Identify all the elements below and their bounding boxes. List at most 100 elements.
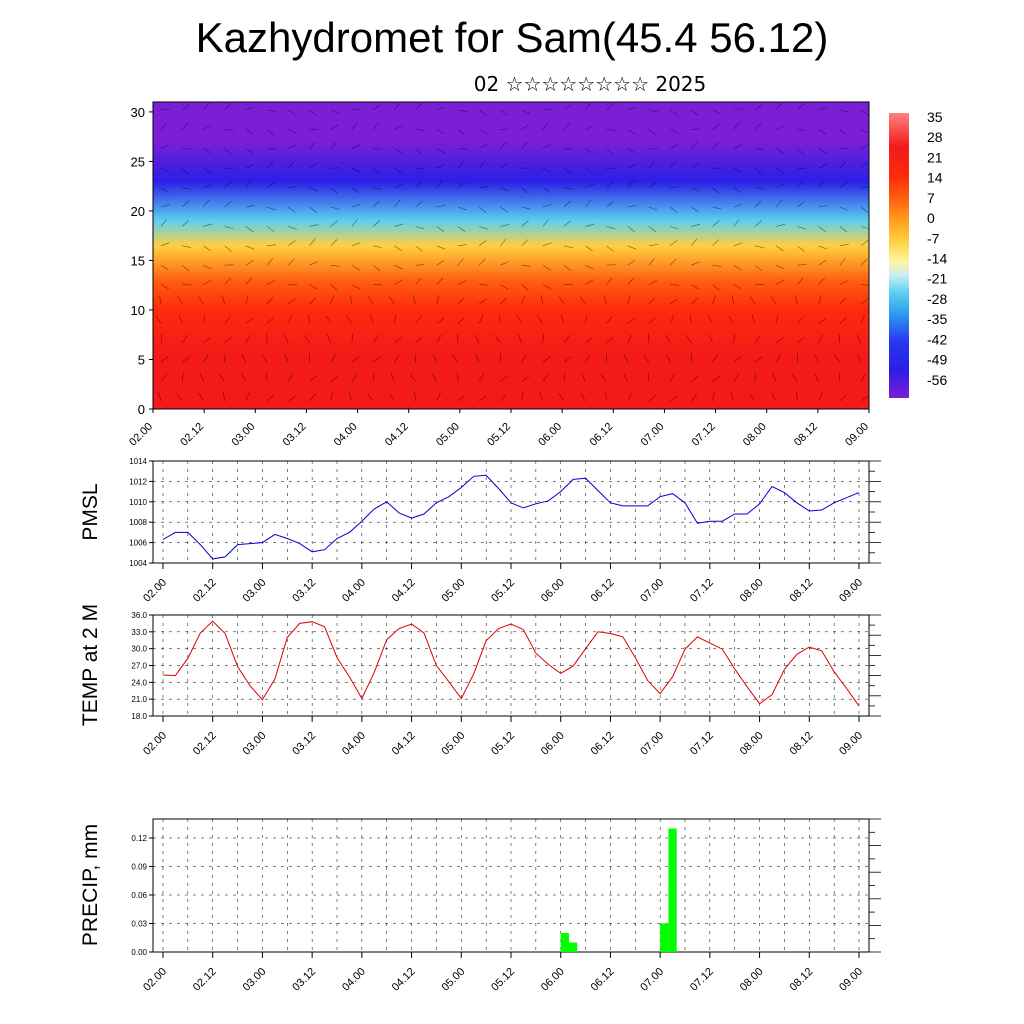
colorbar-label: -14 — [927, 251, 947, 267]
x-tick-label: 09.00 — [837, 966, 865, 994]
chart-subtitle: 02 ☆☆☆☆☆☆☆☆ 2025 — [473, 72, 707, 96]
x-tick-label: 03.12 — [290, 730, 318, 758]
y-tick-label: 24.0 — [131, 678, 147, 687]
x-tick-label: 09.00 — [837, 577, 865, 605]
x-tick-label: 06.00 — [539, 577, 567, 605]
x-tick-label: 02.00 — [141, 577, 169, 605]
x-tick-label: 08.12 — [787, 730, 815, 758]
bar-panel: 0.00 0.03 0.06 0.09 0.12 02.00 02.12 03.00 03.12… — [79, 818, 881, 994]
x-tick-label: 06.12 — [589, 577, 617, 605]
x-tick-label: 02.12 — [178, 421, 206, 449]
x-tick-label: 04.00 — [340, 577, 368, 605]
y-tick-label: 30 — [131, 105, 145, 120]
x-tick-label: 05.12 — [489, 966, 517, 994]
colorbar-label: -56 — [927, 372, 947, 388]
x-tick-label: 03.00 — [241, 730, 269, 758]
x-tick-label: 08.00 — [738, 730, 766, 758]
x-tick-label: 06.12 — [589, 730, 617, 758]
x-tick-label: 08.00 — [738, 966, 766, 994]
y-tick-label: 27.0 — [131, 662, 147, 671]
chart-title: Kazhydromet for Sam(45.4 56.12) — [195, 14, 829, 61]
x-tick-label: 04.12 — [383, 421, 411, 449]
y-tick-label: 33.0 — [131, 628, 147, 637]
y-tick-label: 0.12 — [131, 834, 147, 843]
y-tick-label: 20 — [131, 204, 145, 219]
x-tick-label: 02.12 — [191, 730, 219, 758]
y-tick-label: 0 — [138, 402, 145, 417]
y-axis-label: PMSL — [79, 483, 102, 540]
x-tick-label: 04.00 — [340, 966, 368, 994]
line-panel: 1004 1006 1008 1010 1012 1014 02.00 02.12 03.00 0… — [79, 457, 881, 605]
x-tick-label: 04.12 — [390, 730, 418, 758]
y-tick-label: 0.06 — [131, 891, 147, 900]
x-tick-label: 02.00 — [141, 966, 169, 994]
colorbar-label: 35 — [927, 109, 943, 125]
x-tick-label: 08.12 — [787, 577, 815, 605]
x-tick-label: 05.00 — [439, 730, 467, 758]
colorbar — [889, 113, 909, 398]
x-tick-label: 07.00 — [639, 421, 667, 449]
precip-bar — [569, 942, 578, 952]
heatmap-field — [153, 102, 869, 409]
precip-bar — [560, 933, 569, 952]
colorbar-label: -49 — [927, 352, 947, 368]
y-tick-label: 25 — [131, 154, 145, 169]
x-tick-label: 04.12 — [390, 966, 418, 994]
x-tick-label: 06.00 — [539, 966, 567, 994]
x-tick-label: 05.00 — [439, 577, 467, 605]
y-tick-label: 1010 — [129, 498, 147, 507]
x-tick-label: 04.00 — [332, 421, 360, 449]
x-tick-label: 03.12 — [281, 421, 309, 449]
x-tick-label: 07.00 — [638, 730, 666, 758]
x-tick-label: 06.00 — [536, 421, 564, 449]
colorbar-label: 21 — [927, 149, 943, 165]
y-tick-label: 0.09 — [131, 863, 147, 872]
x-tick-label: 07.12 — [690, 421, 718, 449]
x-tick-label: 08.00 — [738, 577, 766, 605]
y-tick-label: 0.00 — [131, 948, 147, 957]
colorbar-label: 0 — [927, 210, 935, 226]
colorbar-label: -28 — [927, 291, 947, 307]
colorbar-label: -35 — [927, 311, 947, 327]
x-tick-label: 09.00 — [843, 421, 871, 449]
x-tick-label: 02.12 — [191, 577, 219, 605]
x-tick-label: 07.12 — [688, 730, 716, 758]
precip-bar — [660, 923, 669, 952]
colorbar-label: 14 — [927, 170, 943, 186]
x-tick-label: 04.00 — [340, 730, 368, 758]
colorbar-label: -21 — [927, 271, 947, 287]
y-tick-label: 1014 — [129, 457, 147, 466]
x-tick-label: 02.00 — [141, 730, 169, 758]
precip-bar — [668, 828, 677, 952]
colorbar-label: -42 — [927, 331, 947, 347]
x-tick-label: 05.12 — [489, 730, 517, 758]
x-tick-label: 03.00 — [241, 577, 269, 605]
x-tick-label: 03.12 — [290, 577, 318, 605]
series-line — [162, 620, 860, 707]
y-tick-label: 1008 — [129, 518, 147, 527]
x-tick-label: 05.00 — [434, 421, 462, 449]
x-tick-label: 07.12 — [688, 577, 716, 605]
colorbar-label: 28 — [927, 129, 943, 145]
x-tick-label: 09.00 — [837, 730, 865, 758]
y-tick-label: 15 — [131, 253, 145, 268]
x-tick-label: 08.00 — [741, 421, 769, 449]
x-tick-label: 05.12 — [485, 421, 513, 449]
x-tick-label: 03.00 — [241, 966, 269, 994]
x-tick-label: 03.00 — [229, 421, 257, 449]
x-tick-label: 08.12 — [792, 421, 820, 449]
colorbar-label: 7 — [927, 190, 935, 206]
x-tick-label: 04.12 — [390, 577, 418, 605]
x-tick-label: 07.00 — [638, 966, 666, 994]
x-tick-label: 05.12 — [489, 577, 517, 605]
y-tick-label: 0.03 — [131, 920, 147, 929]
x-tick-label: 03.12 — [290, 966, 318, 994]
x-tick-label: 07.12 — [688, 966, 716, 994]
x-tick-label: 06.12 — [587, 421, 615, 449]
y-tick-label: 30.0 — [131, 645, 147, 654]
x-tick-label: 07.00 — [638, 577, 666, 605]
series-line — [162, 474, 860, 560]
y-tick-label: 18.0 — [131, 712, 147, 721]
y-tick-label: 21.0 — [131, 695, 147, 704]
